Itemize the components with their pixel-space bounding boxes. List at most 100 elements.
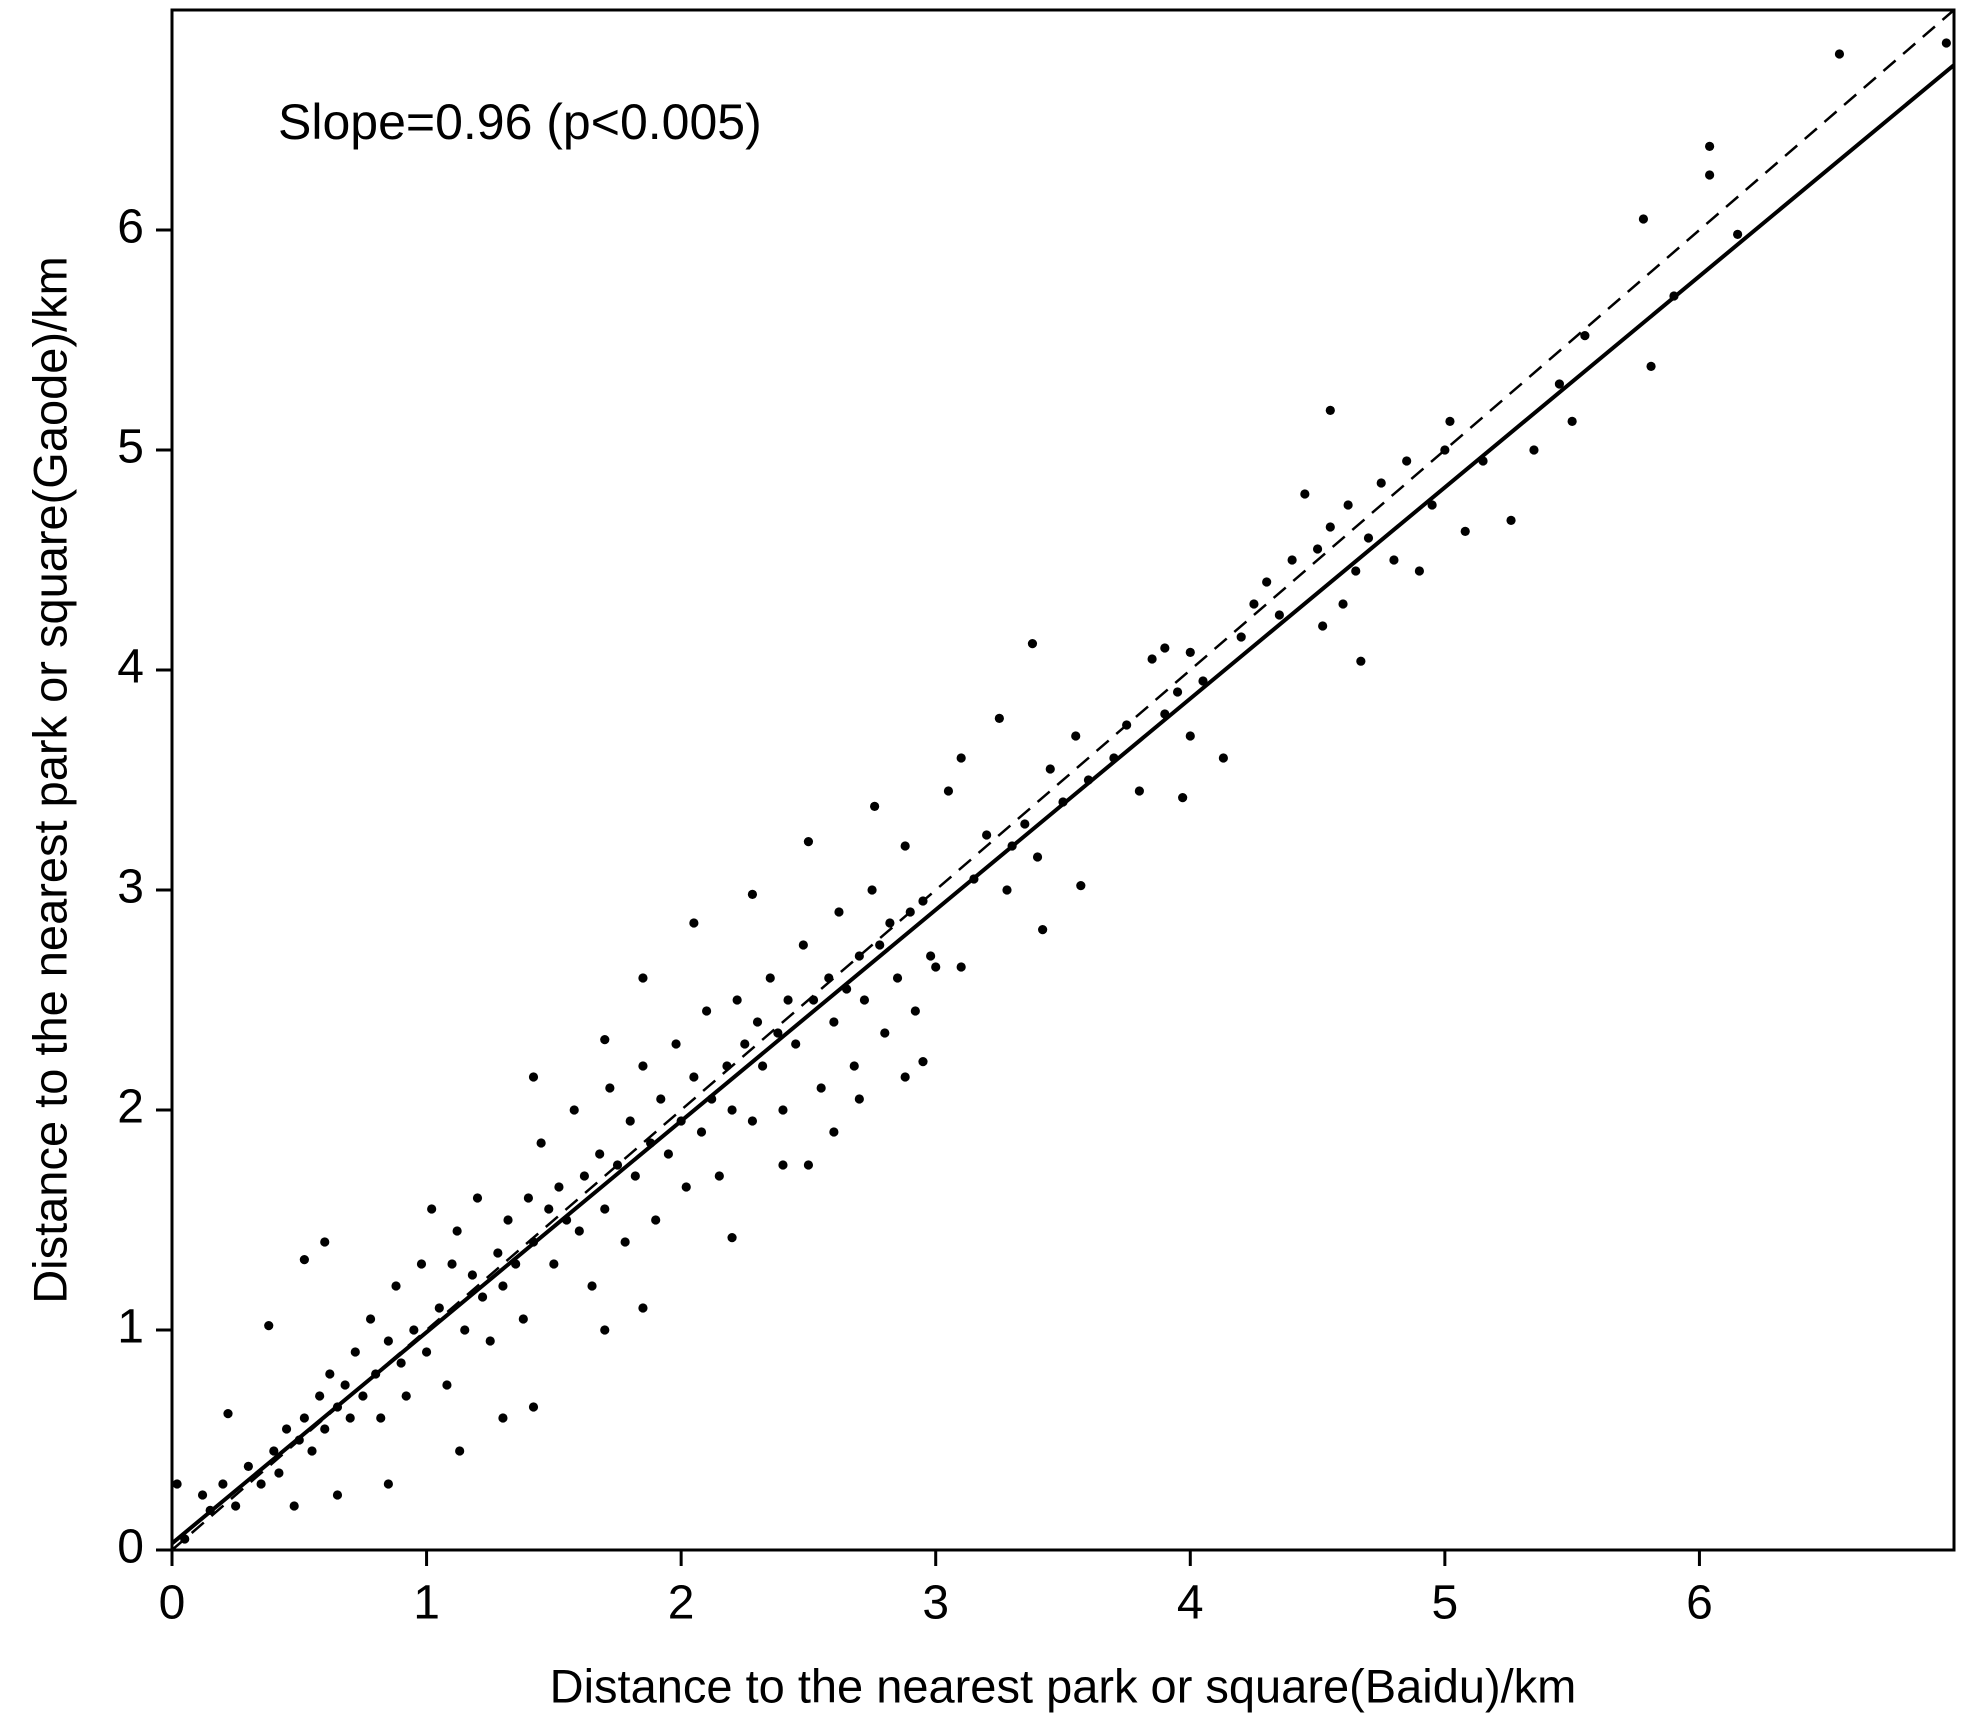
point [493, 1248, 503, 1258]
x-tick-label: 3 [922, 1577, 949, 1630]
point [325, 1369, 335, 1379]
point [340, 1380, 350, 1390]
point [892, 973, 903, 983]
x-tick-label: 1 [413, 1577, 440, 1630]
x-tick-label: 4 [1177, 1577, 1204, 1630]
point [630, 1171, 640, 1181]
point [918, 1057, 928, 1067]
point [854, 1094, 864, 1104]
point [231, 1501, 241, 1511]
point [1198, 676, 1208, 686]
point [477, 1292, 488, 1302]
y-tick-label: 2 [117, 1081, 144, 1134]
x-tick-label: 5 [1432, 1577, 1459, 1630]
point [1032, 852, 1043, 862]
point [1402, 456, 1412, 466]
point [528, 1402, 539, 1412]
point [1567, 416, 1577, 426]
point [1427, 500, 1437, 510]
point [1941, 38, 1951, 48]
point [956, 962, 966, 972]
annotation: Slope=0.96 (p<0.005) [278, 94, 762, 150]
point [740, 1039, 750, 1049]
point [1274, 610, 1284, 620]
solid-line [170, 63, 1956, 1545]
point [727, 1233, 737, 1243]
point [1300, 489, 1310, 499]
point [747, 1116, 758, 1126]
point [1218, 753, 1228, 763]
x-axis-label: Distance to the nearest park or square(B… [550, 1659, 1577, 1712]
y-axis-label: Distance to the nearest park or square(G… [23, 256, 76, 1304]
point [994, 713, 1004, 724]
point [651, 1215, 661, 1225]
point [1325, 405, 1335, 415]
x-tick-label: 6 [1686, 1577, 1713, 1630]
point [299, 1413, 309, 1423]
point [600, 1035, 610, 1045]
point [460, 1325, 470, 1335]
point [1646, 361, 1656, 371]
point [528, 1072, 539, 1082]
point [498, 1413, 508, 1423]
point [791, 1039, 801, 1049]
point [1638, 214, 1649, 224]
point [587, 1281, 597, 1291]
point [1554, 379, 1565, 389]
point [574, 1226, 584, 1236]
point [605, 1083, 615, 1093]
y-tick-label: 6 [117, 201, 144, 254]
point [1134, 786, 1144, 796]
point [910, 1006, 920, 1016]
point [758, 1061, 768, 1071]
point [931, 962, 941, 972]
point [1325, 522, 1335, 532]
point [518, 1314, 528, 1324]
point [859, 995, 870, 1005]
point [289, 1501, 299, 1511]
point [867, 885, 877, 895]
point [358, 1391, 368, 1401]
point [485, 1336, 495, 1346]
point [689, 918, 699, 928]
point [1312, 544, 1323, 554]
point [943, 786, 954, 796]
dashed-line [171, 9, 1955, 1551]
point [1356, 656, 1366, 666]
point [544, 1204, 554, 1214]
point [320, 1424, 330, 1434]
point [595, 1149, 605, 1159]
point [1580, 331, 1590, 341]
point [503, 1215, 513, 1225]
point [689, 1072, 699, 1082]
point [656, 1094, 666, 1104]
point [396, 1358, 406, 1368]
point [1338, 599, 1348, 609]
point [681, 1182, 691, 1192]
point [1343, 500, 1353, 510]
point [197, 1490, 208, 1500]
point [1318, 621, 1328, 631]
point [1020, 819, 1030, 829]
plot-frame [170, 8, 1956, 1552]
point [442, 1380, 452, 1390]
point [383, 1479, 393, 1489]
point [172, 1479, 182, 1489]
point [829, 1017, 839, 1027]
point [315, 1391, 325, 1401]
y-tick-label: 4 [117, 641, 144, 694]
point [401, 1391, 411, 1401]
point [803, 1160, 814, 1170]
point [778, 1160, 788, 1170]
point [350, 1347, 360, 1357]
point [1834, 49, 1845, 59]
point [269, 1446, 279, 1456]
point [600, 1204, 610, 1214]
point [421, 1347, 432, 1357]
point [1236, 632, 1246, 642]
point [880, 1028, 890, 1038]
point [569, 1105, 579, 1115]
point [783, 995, 793, 1005]
point [434, 1303, 444, 1313]
point [447, 1259, 457, 1269]
